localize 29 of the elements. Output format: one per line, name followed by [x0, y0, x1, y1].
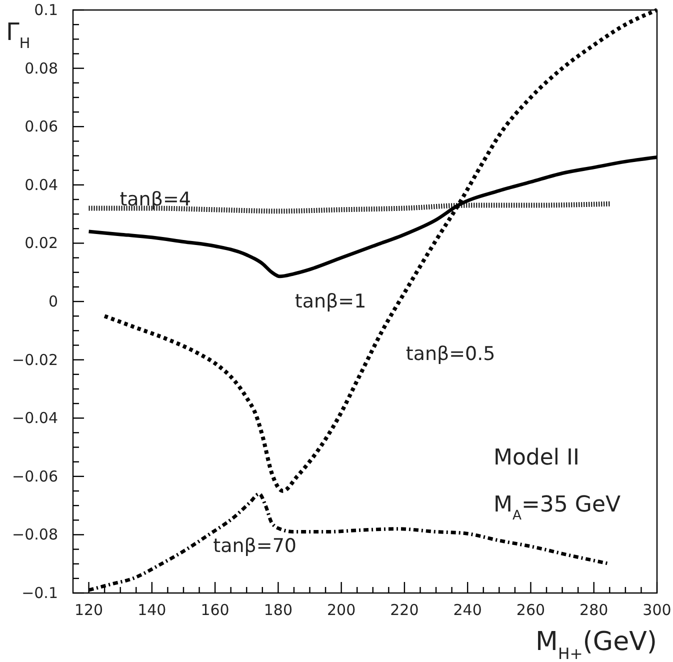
- y-tick-label: 0.1: [34, 1, 58, 19]
- y-axis-title: Γ$_{H}$: [6, 18, 30, 52]
- x-tick-label: 260: [516, 601, 546, 619]
- x-tick-label: 200: [327, 601, 356, 619]
- y-tick-label: 0.04: [24, 176, 58, 194]
- y-tick-label: 0.06: [24, 118, 58, 136]
- y-tick-label: 0.08: [24, 59, 58, 78]
- x-tick-label: 240: [453, 601, 482, 619]
- y-tick-label: −0.1: [22, 584, 58, 602]
- x-tick-label: 300: [642, 601, 672, 619]
- x-tick-label: 220: [390, 601, 419, 619]
- annotation: M$_{A}$=35 GeV: [493, 492, 621, 523]
- y-tick-label: 0: [48, 292, 58, 310]
- y-tick-label: −0.08: [12, 526, 58, 544]
- annotation: Model II: [493, 446, 580, 471]
- y-tick-label: −0.02: [12, 350, 58, 369]
- series-label: tanβ=4: [120, 188, 191, 210]
- y-tick-label: −0.04: [12, 409, 58, 428]
- x-tick-label: 280: [580, 601, 608, 619]
- series-label: tanβ=1: [294, 290, 366, 312]
- x-tick-label: 120: [74, 601, 104, 619]
- y-tick-label: 0.02: [24, 234, 58, 252]
- series-label: tanβ=0.5: [406, 342, 496, 365]
- x-axis-title: M$_{H+}$(GeV): [536, 627, 657, 662]
- series-label: tanβ=70: [213, 535, 297, 558]
- x-tick-label: 180: [264, 601, 293, 619]
- y-tick-label: −0.06: [12, 467, 58, 486]
- x-tick-label: 140: [138, 601, 166, 619]
- x-tick-label: 160: [200, 601, 230, 619]
